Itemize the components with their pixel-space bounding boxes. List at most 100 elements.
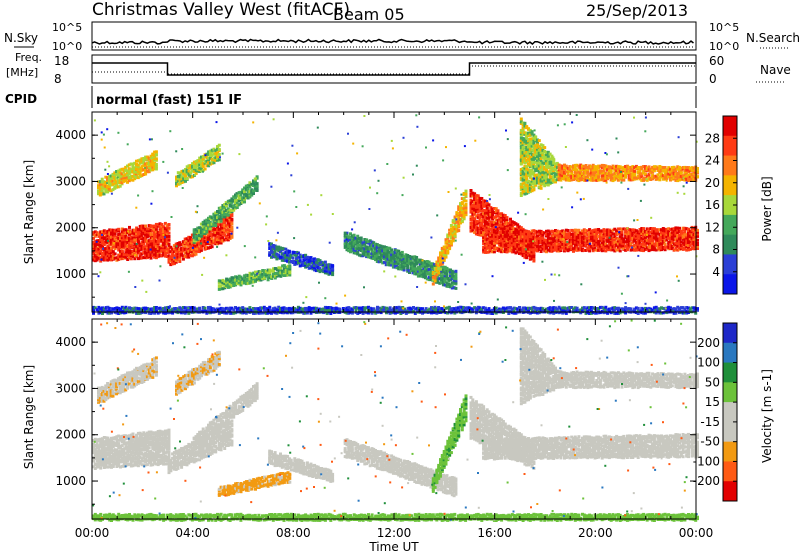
freq-tick-top: 18 <box>54 54 69 68</box>
heatmap-cell <box>153 153 157 157</box>
heatmap-cell <box>106 244 110 248</box>
heatmap-cell <box>135 176 138 179</box>
heatmap-cell <box>128 246 131 250</box>
heatmap-cell <box>149 256 153 260</box>
heatmap-cell <box>119 237 122 240</box>
heatmap-cell <box>118 168 122 172</box>
heatmap-cell <box>149 159 153 163</box>
heatmap-cell <box>126 231 130 235</box>
heatmap-cell <box>120 252 124 256</box>
heatmap-cell <box>160 224 164 228</box>
heatmap-cell <box>140 165 144 169</box>
heatmap-cell <box>136 228 140 232</box>
heatmap-cell <box>111 235 115 239</box>
heatmap-cell <box>163 252 167 256</box>
heatmap-cell <box>198 250 202 254</box>
heatmap-cell <box>154 231 158 235</box>
heatmap-cell <box>97 234 101 238</box>
heatmap-cell <box>107 185 111 189</box>
nsky-label: N.Sky <box>4 31 38 45</box>
heatmap-cell <box>203 233 207 237</box>
heatmap-cell <box>156 246 160 250</box>
heatmap-cell <box>138 252 142 256</box>
nsky-panel: N.Sky 10^5 10^0 10^5 10^0 N.Search <box>4 21 800 53</box>
plot-title: Christmas Valley West (fitACF) <box>92 0 350 20</box>
freq-tick-bottom: 8 <box>54 72 62 86</box>
heatmap-cell <box>158 236 162 240</box>
heatmap-cell <box>172 247 176 251</box>
heatmap-cell <box>111 228 115 232</box>
heatmap-cell <box>124 179 128 182</box>
heatmap-cell <box>135 226 139 230</box>
heatmap-cell <box>140 252 144 256</box>
heatmap-cell <box>162 251 166 255</box>
heatmap-cell <box>147 167 151 171</box>
heatmap-cell <box>133 249 137 252</box>
heatmap-cell <box>120 172 124 176</box>
heatmap-cell <box>133 257 137 261</box>
heatmap-cell <box>109 189 113 193</box>
heatmap-cell <box>102 258 106 262</box>
heatmap-cell <box>138 235 142 238</box>
heatmap-cell <box>142 245 146 249</box>
heatmap-cell <box>154 253 158 257</box>
heatmap-cell <box>115 170 119 173</box>
heatmap-cell <box>167 231 171 235</box>
heatmap-cell <box>176 242 180 245</box>
heatmap-cell <box>151 239 155 243</box>
heatmap-cell <box>151 168 155 172</box>
freq-label: Freq. <box>15 51 42 64</box>
heatmap-cell <box>99 256 103 260</box>
heatmap-cell <box>92 240 95 244</box>
heatmap-cell <box>176 252 180 256</box>
heatmap-cell <box>107 180 111 184</box>
heatmap-cell <box>185 254 189 258</box>
heatmap-cell <box>124 235 128 239</box>
heatmap-cell <box>129 246 133 249</box>
heatmap-cell <box>110 241 113 245</box>
heatmap-cell <box>116 181 120 185</box>
heatmap-cell <box>138 228 142 232</box>
heatmap-cell <box>160 235 164 239</box>
heatmap-cell <box>158 248 162 252</box>
heatmap-cell <box>126 169 129 173</box>
heatmap-cell <box>110 254 113 258</box>
heatmap-cell <box>136 246 140 250</box>
heatmap-cell <box>113 181 117 185</box>
heatmap-cell <box>104 246 108 250</box>
nsearch-label: N.Search <box>746 31 800 45</box>
heatmap-cell <box>98 185 102 189</box>
heatmap-cell <box>153 255 157 259</box>
heatmap-cell <box>151 159 155 162</box>
heatmap-cell <box>136 169 140 173</box>
heatmap-cell <box>104 190 108 194</box>
heatmap-cell <box>122 228 126 232</box>
heatmap-cell <box>99 234 103 238</box>
heatmap-cell <box>142 247 146 251</box>
heatmap-cell <box>291 256 295 260</box>
heatmap-cell <box>104 258 108 262</box>
heatmap-cell <box>102 243 106 246</box>
heatmap-cell <box>176 244 180 248</box>
heatmap-cell <box>136 250 140 254</box>
heatmap-cell <box>154 157 158 161</box>
heatmap-cell <box>124 248 128 252</box>
heatmap-cell <box>160 248 164 252</box>
heatmap-cell <box>149 224 153 228</box>
heatmap-cell <box>122 244 126 248</box>
heatmap-cell <box>127 176 131 179</box>
heatmap-cell <box>153 150 157 154</box>
heatmap-cell <box>140 224 144 228</box>
heatmap-cell <box>566 229 570 232</box>
heatmap-cell <box>138 166 142 170</box>
heatmap-cell <box>113 256 117 260</box>
heatmap-cell <box>147 244 151 248</box>
heatmap-cell <box>162 253 166 257</box>
heatmap-cell <box>532 257 536 261</box>
heatmap-cell <box>140 237 144 241</box>
beam-label: Beam 05 <box>333 5 405 24</box>
heatmap-cell <box>131 254 135 258</box>
heatmap-cell <box>129 257 133 261</box>
heatmap-cell <box>147 246 151 250</box>
